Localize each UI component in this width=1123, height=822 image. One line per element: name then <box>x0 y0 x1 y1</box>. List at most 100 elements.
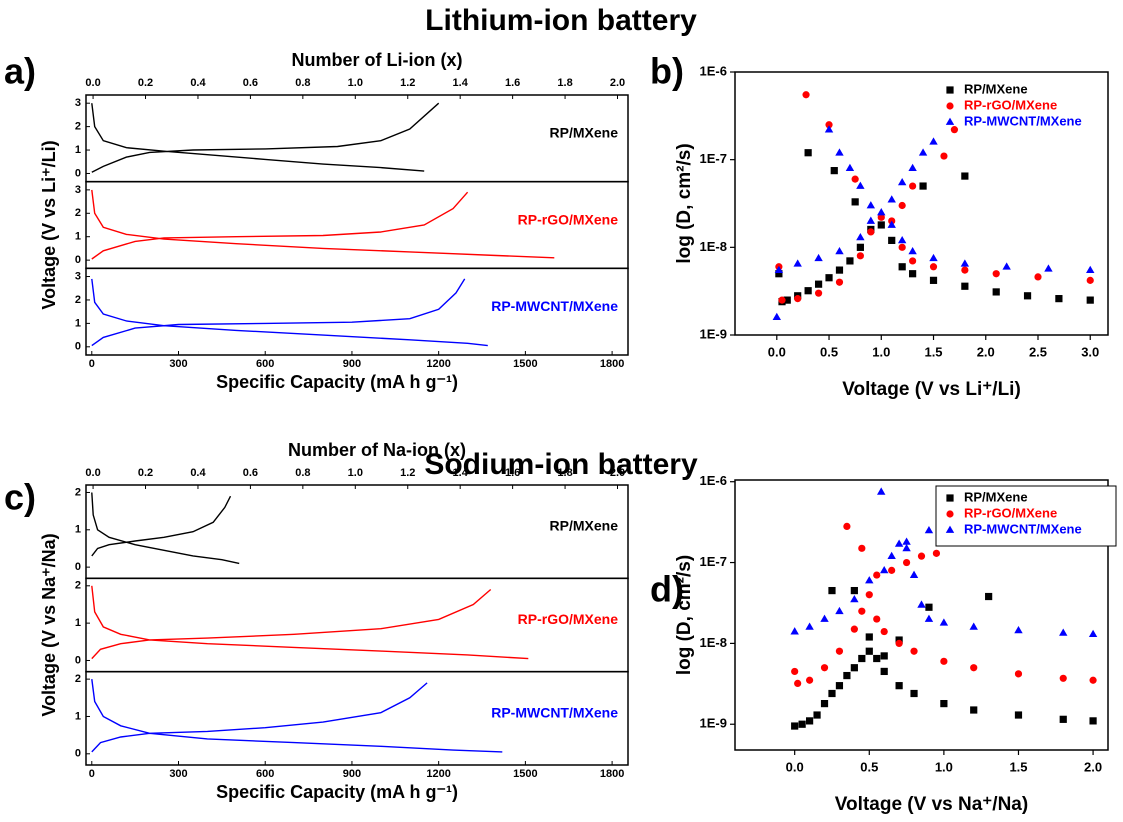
data-point <box>929 263 938 271</box>
data-point <box>820 614 829 622</box>
data-point <box>825 274 833 282</box>
data-point <box>909 570 919 578</box>
x2-tick-label: 0.4 <box>190 77 206 89</box>
data-point <box>902 537 911 545</box>
y-tick-label: 2 <box>75 673 81 685</box>
panel-label: c) <box>4 477 36 518</box>
x2-tick-label: 1.2 <box>400 77 415 89</box>
plot-frame <box>734 71 1109 336</box>
x-tick-label: 900 <box>343 768 361 780</box>
data-point <box>898 263 906 271</box>
series-label: RP-rGO/MXene <box>518 611 619 627</box>
data-point <box>802 91 810 99</box>
data-point <box>873 571 881 579</box>
data-point <box>887 551 896 560</box>
data-point <box>778 296 786 304</box>
data-point <box>909 270 917 278</box>
data-point <box>902 558 911 567</box>
data-point <box>1034 273 1042 281</box>
capacity-curve <box>91 278 488 347</box>
data-point <box>877 208 886 216</box>
data-point <box>793 259 802 267</box>
data-point <box>858 544 866 552</box>
data-point <box>820 699 829 708</box>
x-tick-label: 1800 <box>600 358 624 370</box>
data-point <box>791 667 799 676</box>
series-label: RP-MWCNT/MXene <box>491 704 618 720</box>
data-point <box>851 198 859 206</box>
x2-axis-label: Number of Li-ion (x) <box>292 50 463 70</box>
x-tick-label: 1200 <box>426 768 450 780</box>
data-point <box>865 591 873 599</box>
x-tick-label: 900 <box>343 358 361 370</box>
y-tick-label: 1E-6 <box>700 63 727 78</box>
data-point <box>1055 295 1063 303</box>
capacity-curve <box>91 492 240 565</box>
data-point <box>835 682 844 690</box>
x-tick-label: 1.5 <box>924 344 942 359</box>
data-point <box>1014 625 1023 634</box>
data-point <box>877 221 885 229</box>
x2-tick-label: 1.6 <box>505 467 520 479</box>
y-tick-label: 1 <box>75 144 81 156</box>
data-point <box>924 614 934 622</box>
data-point <box>850 595 859 603</box>
data-point <box>908 246 917 255</box>
data-point <box>798 720 806 728</box>
data-point <box>929 253 938 262</box>
strip-frame <box>85 670 629 766</box>
data-point <box>790 627 799 635</box>
data-point <box>824 125 834 133</box>
data-point <box>866 216 876 224</box>
panel-label: d) <box>650 569 684 610</box>
data-point <box>880 565 889 574</box>
data-point <box>835 148 844 156</box>
x-tick-label: 2.5 <box>1029 344 1047 359</box>
data-point <box>865 647 873 655</box>
data-point <box>794 295 802 303</box>
y-axis-label: log (D, cm²/s) <box>674 555 695 675</box>
data-point <box>1014 670 1023 678</box>
data-point <box>898 243 906 251</box>
strip-frame <box>85 267 629 356</box>
y-tick-label: 1 <box>75 710 81 722</box>
section-title: Sodium-ion battery <box>424 448 698 481</box>
data-point <box>910 689 918 698</box>
data-point <box>814 280 823 288</box>
data-point <box>814 289 823 297</box>
plot-frame <box>734 479 1109 751</box>
x-axis-label: Voltage (V vs Li⁺/Li) <box>842 379 1021 400</box>
data-point <box>804 149 812 157</box>
data-point <box>939 618 949 626</box>
data-point <box>950 126 959 134</box>
data-point <box>865 633 873 641</box>
capacity-curve <box>91 102 440 173</box>
y-tick-label: 2 <box>75 121 81 133</box>
y-tick-label: 0 <box>75 748 81 760</box>
x-tick-label: 600 <box>256 768 274 780</box>
data-point <box>1044 264 1053 272</box>
data-point <box>804 287 812 295</box>
data-point <box>888 566 896 574</box>
data-point <box>845 163 855 172</box>
x-tick-label: 1500 <box>513 358 537 370</box>
data-point <box>895 682 903 690</box>
y-tick-label: 0 <box>75 654 81 666</box>
x-axis-label: Specific Capacity (mA h g⁻¹) <box>216 782 458 802</box>
y-tick-label: 1E-8 <box>700 239 727 254</box>
x-tick-label: 1500 <box>513 768 537 780</box>
y-tick-label: 3 <box>75 184 81 196</box>
data-point <box>850 586 858 595</box>
data-point <box>850 625 858 633</box>
series-label: RP-rGO/MXene <box>518 211 619 227</box>
data-point <box>828 689 836 698</box>
data-point <box>1014 711 1023 719</box>
panel-label: b) <box>650 51 684 92</box>
x-tick-label: 2.0 <box>1084 759 1102 774</box>
data-point <box>806 717 814 725</box>
data-point <box>880 627 888 636</box>
data-point <box>880 667 888 676</box>
data-point <box>970 706 978 714</box>
x-tick-label: 1800 <box>600 768 624 780</box>
legend-marker <box>946 86 954 94</box>
